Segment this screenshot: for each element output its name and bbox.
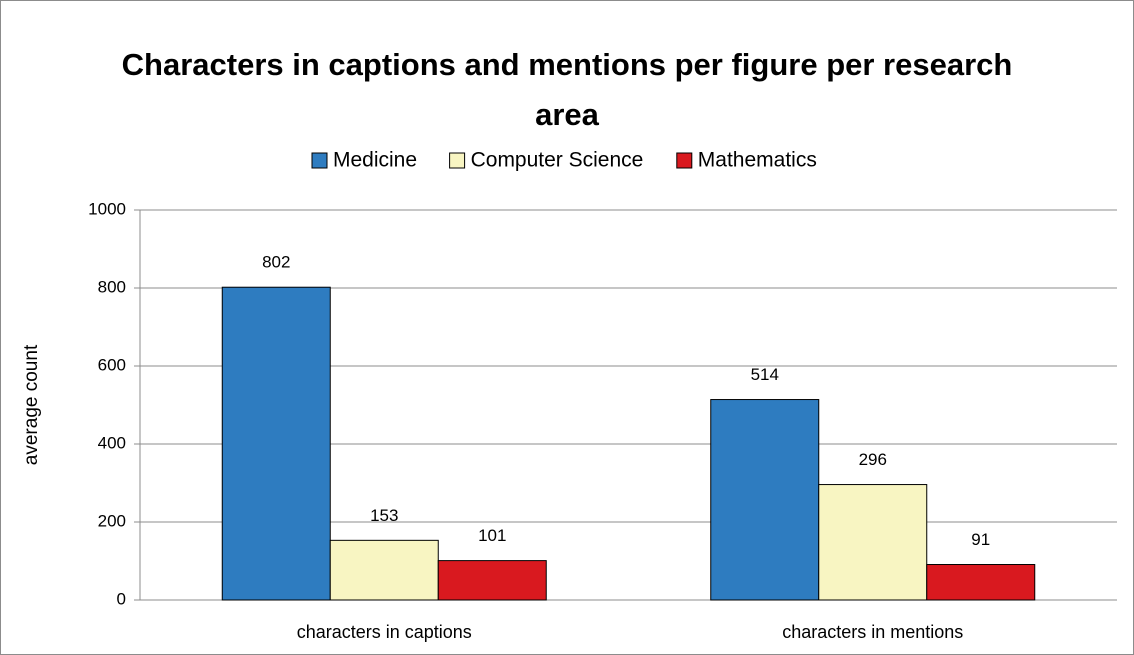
data-label: 296 <box>859 450 887 469</box>
bar <box>818 484 928 601</box>
legend-label: Medicine <box>333 149 417 172</box>
data-label: 91 <box>971 530 990 549</box>
data-label: 802 <box>262 253 290 272</box>
bar <box>710 399 820 601</box>
legend-swatch <box>311 152 328 169</box>
chart-title: Characters in captions and mentions per … <box>121 47 1013 132</box>
y-tick-label: 800 <box>98 277 126 296</box>
bar <box>329 539 439 601</box>
bar <box>926 564 1036 601</box>
x-tick-label: characters in mentions <box>782 622 963 642</box>
y-tick-label: 1000 <box>88 199 126 218</box>
x-tick-label: characters in captions <box>297 622 472 642</box>
y-axis-label: average count <box>21 344 42 465</box>
data-label: 514 <box>751 365 779 384</box>
data-label: 101 <box>478 526 506 545</box>
data-label: 153 <box>370 506 398 525</box>
y-tick-label: 0 <box>117 589 126 608</box>
legend-swatch <box>676 152 693 169</box>
legend-label: Computer Science <box>471 149 644 172</box>
legend-label: Mathematics <box>698 149 817 172</box>
legend-swatch <box>449 152 466 169</box>
bar <box>437 560 547 601</box>
y-tick-label: 400 <box>98 433 126 452</box>
y-tick-label: 200 <box>98 511 126 530</box>
y-tick-label: 600 <box>98 355 126 374</box>
bar <box>221 286 331 601</box>
